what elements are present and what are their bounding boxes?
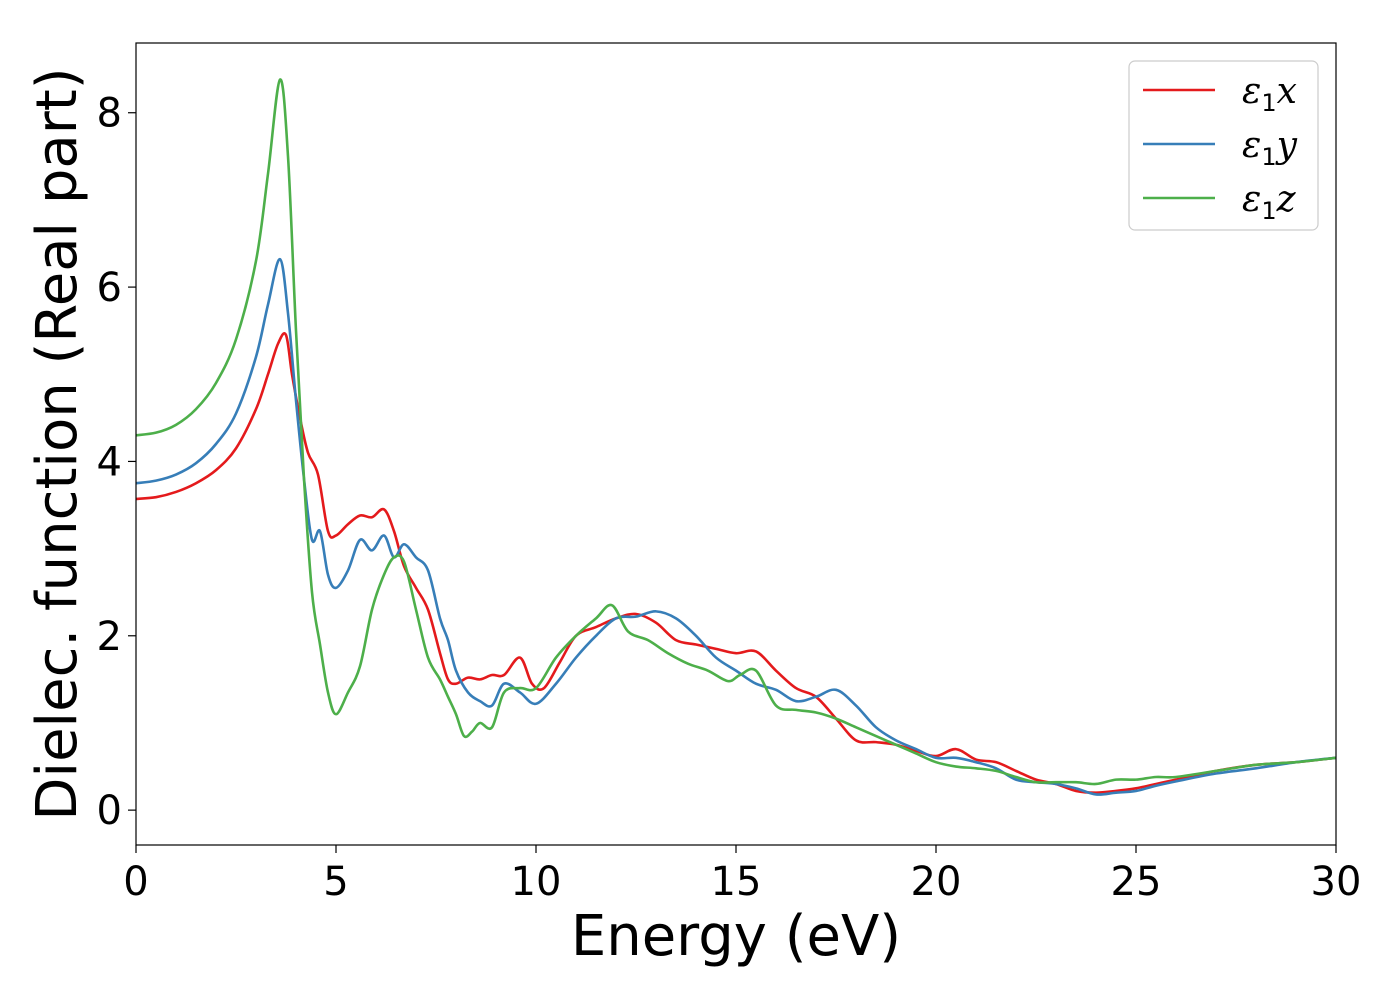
x-tick-label: 25 — [1111, 859, 1162, 905]
legend: ε1x ε1y ε1z — [1128, 60, 1319, 231]
legend-box — [1128, 60, 1319, 231]
y-tick-label: 2 — [97, 614, 122, 660]
x-tick-label: 30 — [1311, 859, 1362, 905]
x-tick-label: 20 — [911, 859, 962, 905]
x-tick-label: 10 — [511, 859, 562, 905]
y-tick-label: 6 — [97, 265, 122, 311]
legend-label-y: ε1y — [1242, 125, 1298, 171]
y-axis-label: Dielec. function (Real part) — [25, 67, 90, 820]
legend-label-x: ε1x — [1242, 71, 1297, 117]
x-tick-label: 0 — [123, 859, 148, 905]
x-tick-label: 15 — [711, 859, 762, 905]
series-line-z — [136, 78, 1336, 786]
x-axis-label: Energy (eV) — [571, 904, 901, 969]
y-tick-label: 8 — [97, 91, 122, 137]
series-layer — [136, 78, 1336, 796]
series-line-y — [136, 257, 1336, 796]
x-tick-label: 5 — [323, 859, 348, 905]
series-line-x — [136, 332, 1336, 794]
y-axis-ticks: 0 2 4 6 8 — [97, 91, 136, 834]
y-tick-label: 4 — [97, 439, 122, 485]
y-tick-label: 0 — [97, 788, 122, 834]
legend-label-z: ε1z — [1242, 179, 1297, 225]
x-axis-ticks: 0 5 10 15 20 25 30 — [123, 845, 1361, 905]
